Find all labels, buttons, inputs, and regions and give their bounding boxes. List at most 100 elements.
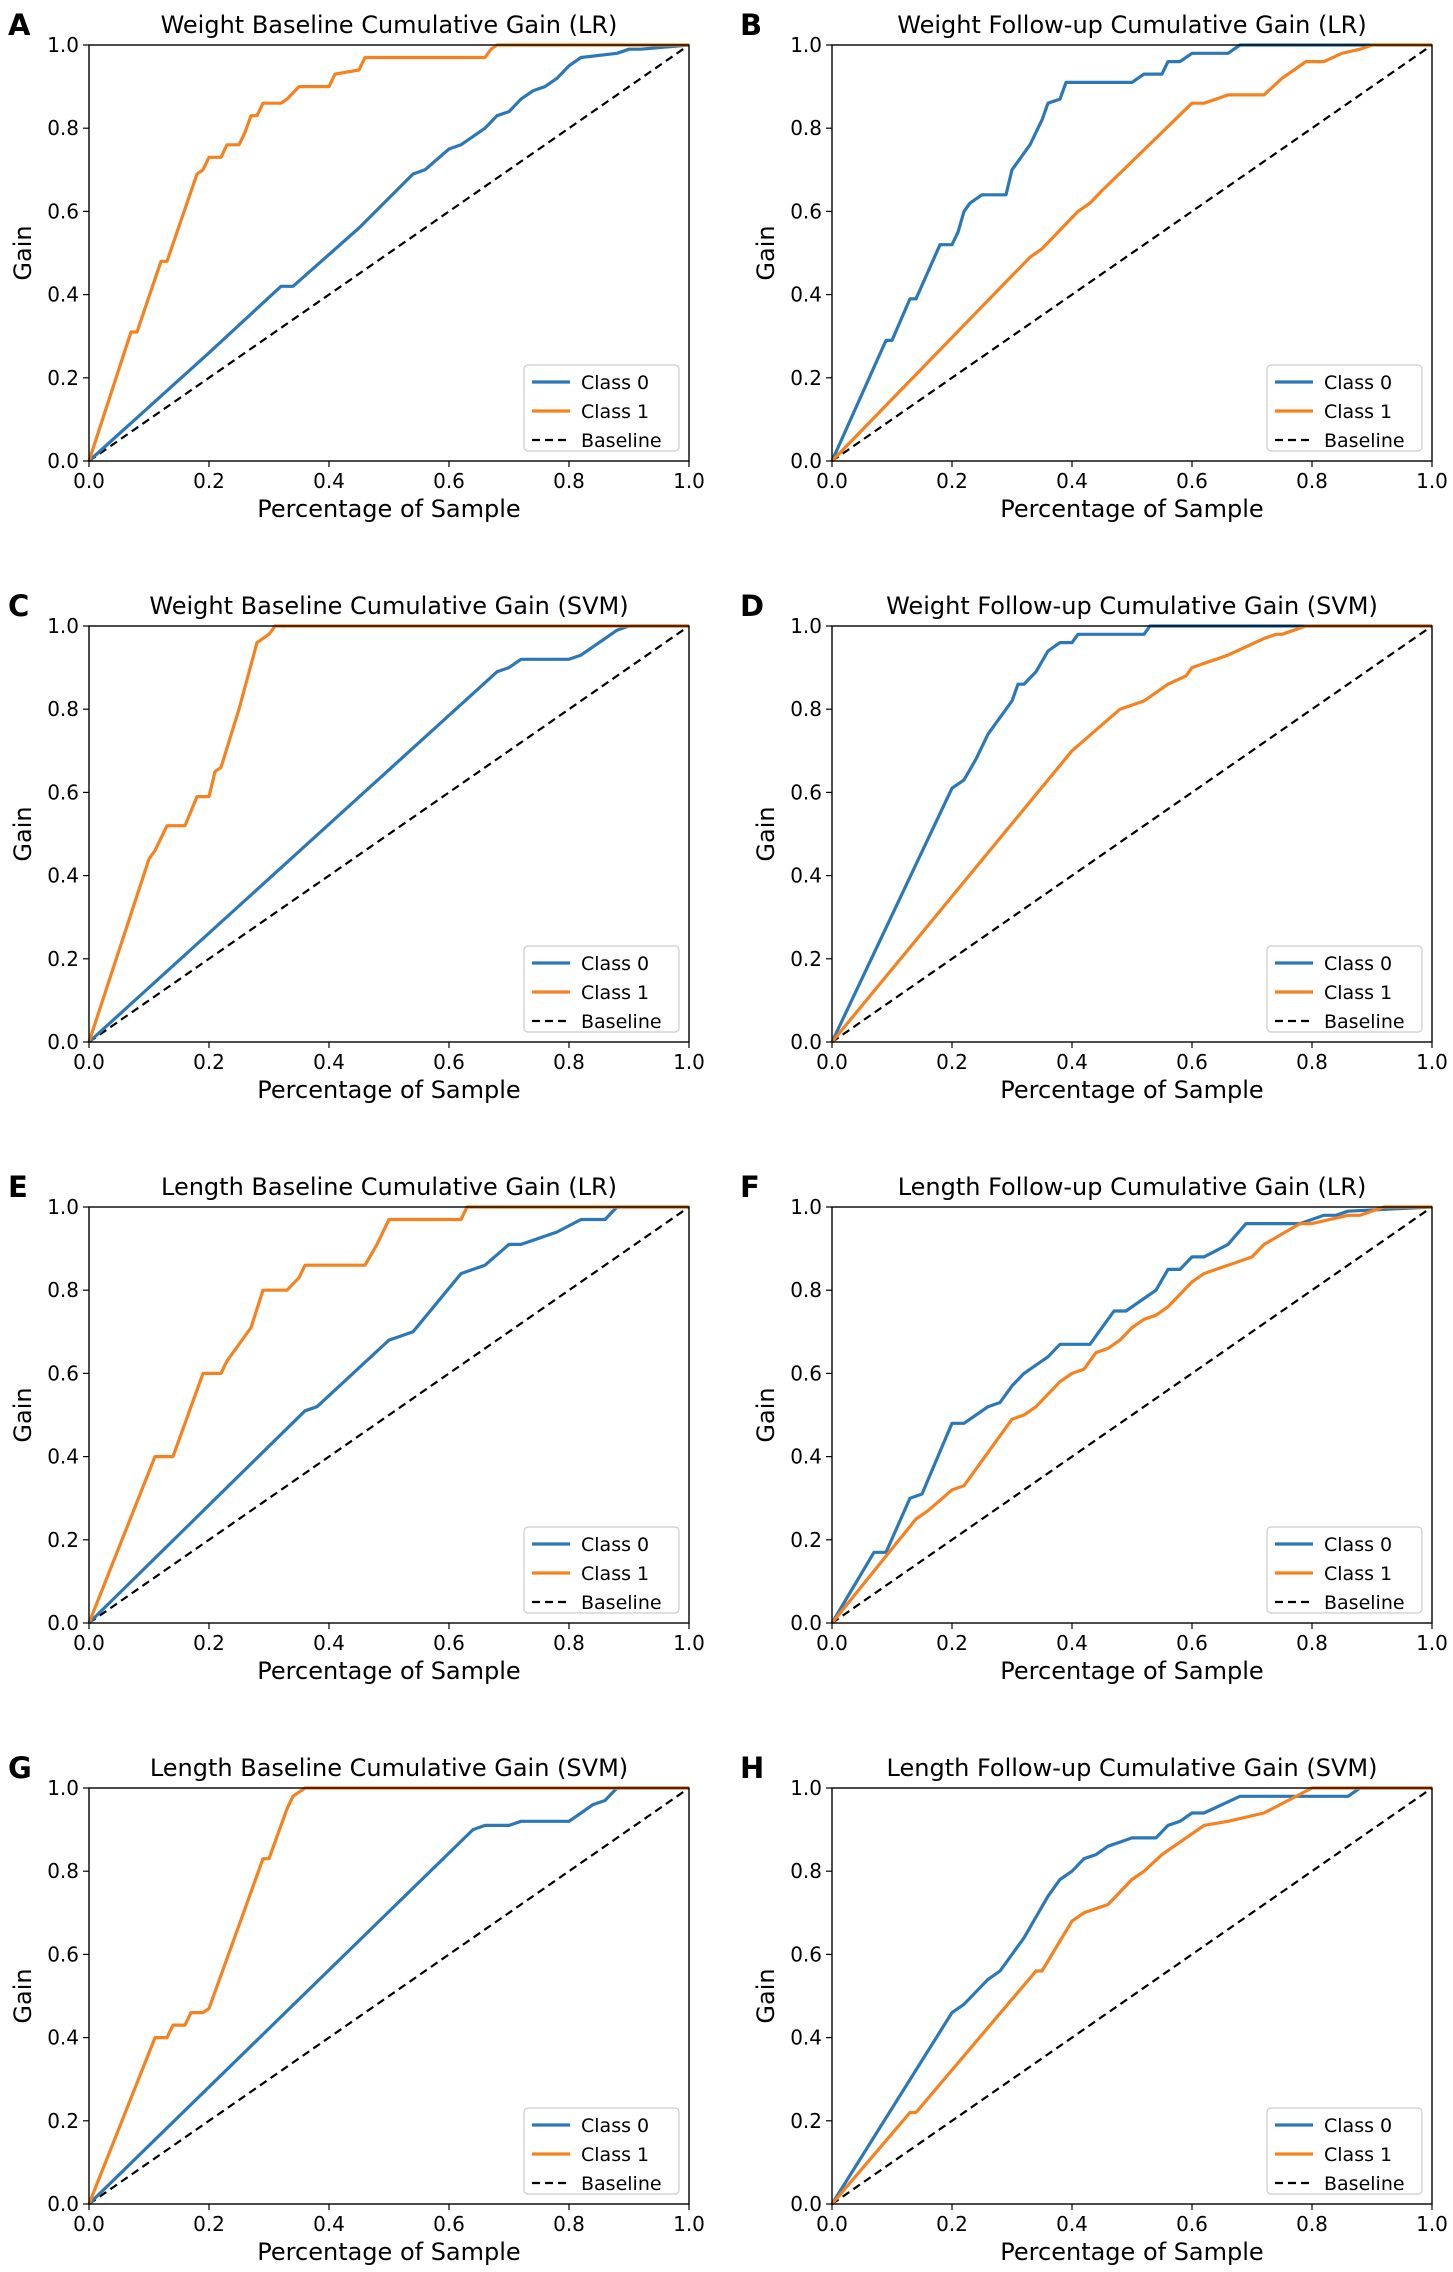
y-tick-label: 0.8 (47, 1278, 79, 1302)
legend-label: Class 0 (1324, 372, 1392, 394)
y-tick-label: 0.6 (47, 1942, 79, 1966)
panel-letter: E (8, 1170, 28, 1204)
axes-frame (88, 44, 690, 462)
y-tick-label: 1.0 (790, 614, 822, 638)
x-tick-label: 0.8 (553, 1050, 585, 1074)
legend-label: Class 1 (1324, 401, 1392, 423)
x-tick-label: 0.8 (553, 2212, 585, 2236)
series-line-class-0 (87, 624, 689, 1044)
y-tick-label: 0.2 (790, 2109, 822, 2133)
y-tick-label: 0.0 (47, 449, 79, 473)
y-axis-label: Gain (752, 1387, 780, 1442)
x-tick-label: 0.6 (433, 1631, 465, 1655)
series-group (87, 624, 690, 1044)
y-tick-label: 1.0 (790, 33, 822, 57)
series-group (87, 43, 690, 463)
series-line-baseline (88, 44, 690, 462)
x-tick-label: 0.2 (936, 2212, 968, 2236)
y-tick-label: 0.6 (47, 780, 79, 804)
axes-frame (831, 1206, 1433, 1624)
x-tick-label: 0.2 (193, 469, 225, 493)
y-tick-label: 0.2 (47, 366, 79, 390)
x-axis-label: Percentage of Sample (257, 495, 520, 523)
y-axis-label: Gain (752, 806, 780, 861)
x-axis-label: Percentage of Sample (257, 2238, 520, 2266)
series-line-baseline (88, 1206, 690, 1624)
x-tick-label: 0.0 (73, 1631, 105, 1655)
y-tick-label: 0.2 (47, 1528, 79, 1552)
legend-label: Class 0 (1324, 2115, 1392, 2137)
x-axis-label: Percentage of Sample (1000, 1657, 1263, 1685)
chart-title: Length Follow-up Cumulative Gain (LR) (898, 1173, 1367, 1201)
series-line-baseline (88, 625, 690, 1043)
y-tick-label: 0.0 (47, 2192, 79, 2216)
y-tick-label: 0.4 (790, 864, 822, 888)
x-axis-label: Percentage of Sample (257, 1076, 520, 1104)
series-line-baseline (831, 44, 1433, 462)
y-tick-label: 0.8 (790, 1278, 822, 1302)
y-tick-label: 0.0 (790, 1611, 822, 1635)
panel-letter: H (740, 1751, 764, 1785)
x-tick-label: 0.2 (193, 1631, 225, 1655)
series-line-baseline (831, 1206, 1433, 1624)
y-tick-label: 1.0 (47, 614, 79, 638)
y-tick-label: 0.6 (790, 1942, 822, 1966)
legend-label: Baseline (1324, 1011, 1405, 1033)
legend-box (1266, 1526, 1423, 1614)
series-line-class-1 (87, 1205, 689, 1624)
y-tick-label: 0.4 (790, 283, 822, 307)
y-tick-label: 1.0 (790, 1195, 822, 1219)
x-tick-label: 0.6 (1176, 1631, 1208, 1655)
x-tick-label: 0.0 (73, 2212, 105, 2236)
y-tick-label: 0.2 (47, 2109, 79, 2133)
legend: Class 0 Class 1 Baseline (523, 1526, 680, 1614)
axes-frame (88, 1787, 690, 2205)
panel-letter: D (740, 589, 764, 623)
x-axis-label: Percentage of Sample (1000, 1076, 1263, 1104)
y-tick-label: 0.4 (47, 2026, 79, 2050)
y-tick-label: 0.4 (790, 2026, 822, 2050)
legend-box (1266, 945, 1423, 1033)
series-group (87, 1205, 690, 1625)
series-line-class-0 (87, 43, 690, 463)
x-tick-label: 0.0 (73, 469, 105, 493)
legend: Class 0 Class 1 Baseline (523, 945, 680, 1033)
y-tick-label: 0.2 (790, 947, 822, 971)
chart-panel-a: A Weight Baseline Cumulative Gain (LR) 0.0… (8, 8, 705, 523)
y-tick-label: 0.8 (47, 1859, 79, 1883)
x-tick-label: 0.4 (313, 1050, 345, 1074)
axes-frame (88, 1206, 690, 1624)
x-tick-label: 0.2 (936, 1631, 968, 1655)
x-tick-label: 0.6 (1176, 469, 1208, 493)
axes-frame (831, 625, 1433, 1043)
x-tick-label: 0.2 (936, 469, 968, 493)
y-axis-label: Gain (752, 1968, 780, 2023)
x-tick-label: 1.0 (673, 469, 705, 493)
chart-title: Weight Baseline Cumulative Gain (LR) (161, 11, 618, 39)
y-tick-label: 0.8 (790, 697, 822, 721)
x-tick-label: 0.4 (1056, 1631, 1088, 1655)
legend-label: Class 1 (581, 401, 649, 423)
legend-box (523, 1526, 680, 1614)
series-line-class-1 (87, 624, 689, 1043)
legend-label: Class 1 (1324, 2144, 1392, 2166)
y-tick-label: 0.6 (790, 1361, 822, 1385)
series-line-class-1 (830, 43, 1432, 463)
legend-label: Class 0 (581, 2115, 649, 2137)
x-tick-label: 1.0 (1416, 2212, 1448, 2236)
y-tick-label: 0.6 (47, 199, 79, 223)
legend-label: Baseline (581, 430, 662, 452)
legend-label: Baseline (1324, 430, 1405, 452)
series-line-baseline (831, 625, 1433, 1043)
series-line-class-0 (87, 1786, 689, 2206)
x-tick-label: 0.4 (1056, 2212, 1088, 2236)
y-tick-label: 0.2 (790, 1528, 822, 1552)
chart-panel-c: C Weight Baseline Cumulative Gain (SVM) 0.… (8, 589, 705, 1104)
x-tick-label: 1.0 (673, 1050, 705, 1074)
x-tick-label: 0.4 (313, 2212, 345, 2236)
chart-panel-b: B Weight Follow-up Cumulative Gain (LR) 0.… (740, 8, 1448, 523)
x-tick-label: 1.0 (673, 2212, 705, 2236)
legend-box (1266, 364, 1423, 452)
series-group (830, 43, 1433, 463)
series-group (830, 624, 1433, 1044)
